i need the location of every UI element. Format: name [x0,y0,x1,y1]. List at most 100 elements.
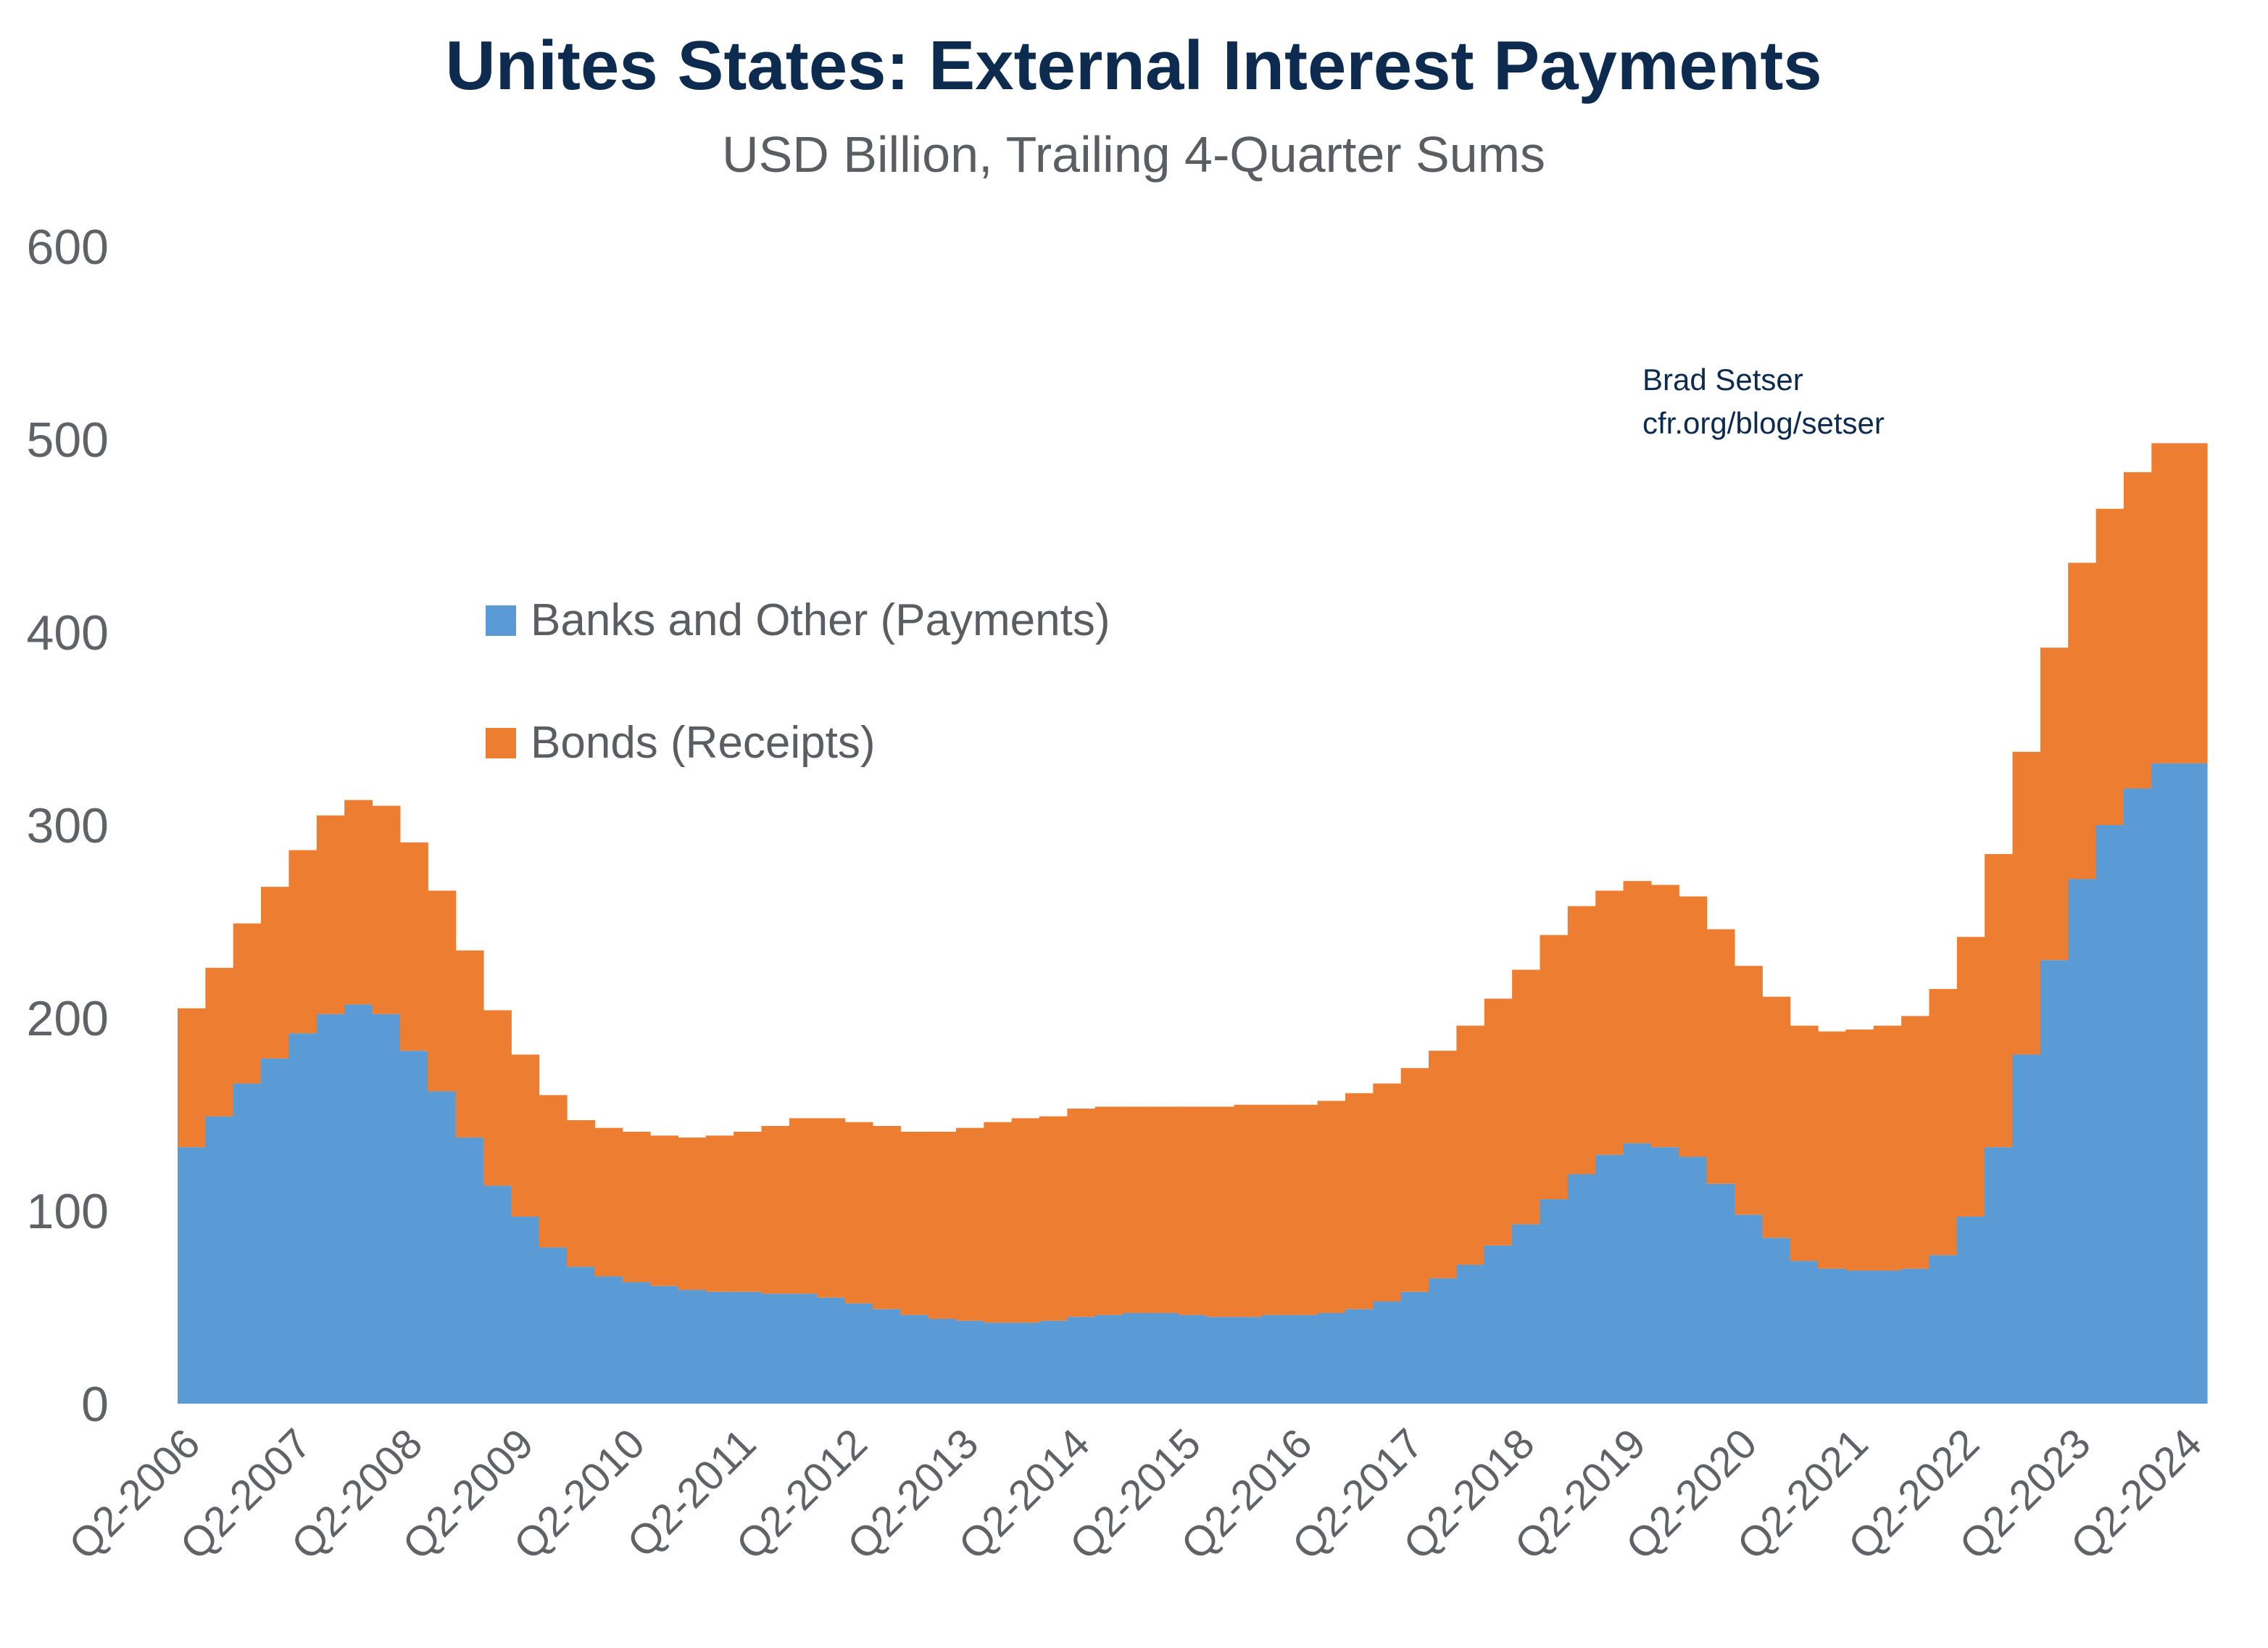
bar-banks [1373,1301,1402,1404]
bar-banks [1567,1174,1596,1404]
bar-bonds [650,1135,679,1286]
bar-bonds [1067,1109,1096,1317]
bar-banks [2040,960,2069,1404]
bar-bonds [1540,935,1569,1200]
bar-banks [1178,1314,1207,1404]
bar-bonds [1790,1025,1819,1262]
bar-banks [399,1051,428,1404]
bar-bonds [1039,1116,1068,1321]
bar-banks [1956,1216,1985,1404]
bar-banks [1762,1238,1791,1404]
bar-banks [900,1314,929,1404]
bar-bonds [1929,989,1958,1256]
bar-banks [288,1033,317,1404]
bar-banks [178,1147,206,1404]
bar-bonds [1094,1106,1123,1315]
bar-bonds [844,1122,873,1304]
bar-bonds [372,806,401,1014]
bar-bonds [1234,1104,1263,1317]
bar-banks [1790,1261,1819,1404]
y-tick-label: 400 [27,605,109,661]
bar-bonds [1679,896,1708,1157]
bar-banks [1234,1317,1263,1404]
bar-bonds [428,890,457,1092]
bar-banks [761,1293,790,1404]
bar-bonds [1734,966,1763,1215]
bar-bonds [1261,1104,1290,1315]
bar-banks [817,1297,846,1404]
bar-banks [483,1185,512,1404]
bar-banks [1345,1309,1374,1404]
bar-bonds [1595,890,1624,1155]
bars [178,443,2208,1404]
bar-banks [1150,1312,1179,1404]
bar-bonds [1762,996,1791,1238]
bar-banks [511,1216,540,1404]
bar-banks [1206,1317,1235,1404]
bar-banks [428,1091,457,1404]
bar-bonds [817,1118,846,1298]
bar-banks [844,1303,873,1404]
bar-banks [1289,1314,1318,1404]
bar-bonds [1011,1118,1040,1323]
bar-bonds [1400,1068,1429,1292]
bar-bonds [566,1119,595,1267]
bar-banks [650,1285,679,1404]
bar-banks [2012,1054,2041,1404]
bar-bonds [2095,508,2124,825]
bar-banks [1261,1314,1290,1404]
bar-bonds [734,1131,763,1292]
credit: Brad Setser cfr.org/blog/setser [1642,363,1885,440]
bar-bonds [2068,563,2097,879]
bar-banks [789,1293,818,1404]
bar-bonds [2012,751,2041,1055]
bar-banks [2179,763,2208,1404]
bar-bonds [1429,1051,1457,1279]
bar-banks [2123,788,2152,1404]
bar-bonds [483,1010,512,1186]
bar-banks [1818,1268,1846,1404]
bar-bonds [1956,937,1985,1217]
bar-bonds [178,1008,206,1148]
chart-title: Unites States: External Interest Payment… [445,27,1822,104]
bar-banks [1873,1270,1902,1404]
bar-bonds [233,923,262,1084]
bar-banks [1429,1278,1457,1404]
bar-bonds [1123,1106,1152,1313]
bar-bonds [872,1125,901,1309]
legend-swatch-banks [486,605,516,636]
bar-bonds [928,1131,957,1319]
x-axis: Q2-2006Q2-2007Q2-2008Q2-2009Q2-2010Q2-20… [60,1420,2211,1569]
bar-banks [372,1014,401,1404]
y-tick-label: 100 [27,1184,109,1239]
bar-bonds [1289,1104,1318,1315]
bar-bonds [344,800,373,1005]
bar-bonds [288,850,317,1034]
bar-banks [316,1014,345,1404]
bar-banks [594,1276,623,1404]
y-tick-label: 300 [27,798,109,853]
bar-banks [1901,1268,1930,1404]
chart-subtitle: USD Billion, Trailing 4-Quarter Sums [722,126,1545,183]
bar-bonds [1373,1083,1402,1302]
legend-label-bonds: Bonds (Receipts) [531,718,876,768]
bar-banks [1067,1317,1096,1404]
bar-bonds [1818,1031,1846,1269]
bar-banks [233,1083,262,1404]
bar-bonds [205,967,234,1117]
bar-bonds [984,1122,1013,1323]
bar-banks [1540,1199,1569,1404]
bar-banks [1400,1291,1429,1404]
bar-bonds [1845,1029,1874,1271]
legend-swatch-bonds [486,728,516,758]
bar-bonds [678,1137,707,1291]
y-tick-label: 200 [27,991,109,1046]
bar-bonds [594,1127,623,1277]
y-axis: 0 100 200 300 400 500 600 [27,220,109,1432]
credit-url: cfr.org/blog/setser [1642,406,1885,440]
bar-banks [1845,1270,1874,1404]
bar-bonds [761,1125,790,1294]
bar-banks [261,1058,290,1404]
bar-banks [1679,1156,1708,1404]
